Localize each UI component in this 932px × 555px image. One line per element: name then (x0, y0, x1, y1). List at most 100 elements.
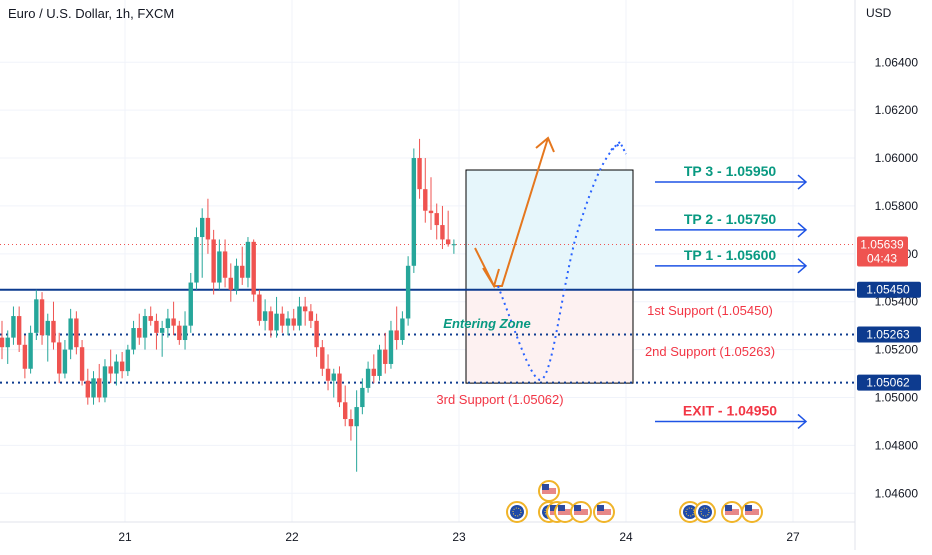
level-price-tag (857, 326, 921, 343)
candle-body[interactable] (411, 158, 417, 266)
candle-body[interactable] (405, 265, 411, 319)
candle-body[interactable] (125, 349, 131, 372)
candle-body[interactable] (354, 407, 359, 427)
support-label: 3rd Support (1.05062) (436, 392, 563, 407)
candle-body[interactable] (108, 366, 113, 374)
candle-body[interactable] (45, 320, 50, 336)
candle-body[interactable] (114, 361, 119, 374)
take-profit-label: TP 3 - 1.05950 (684, 163, 777, 179)
us-flag-canton (542, 484, 549, 490)
candle-body[interactable] (245, 241, 251, 278)
candle-body[interactable] (165, 318, 171, 329)
candle-body[interactable] (0, 337, 5, 348)
eu-flag-icon (683, 505, 697, 519)
candle-body[interactable] (131, 328, 136, 350)
candle-body[interactable] (137, 328, 142, 338)
candle-body[interactable] (434, 213, 439, 226)
candle-body[interactable] (348, 419, 354, 427)
candle-body[interactable] (240, 265, 245, 278)
us-flag-canton (725, 505, 732, 511)
candle-body[interactable] (262, 311, 268, 321)
candle-body[interactable] (428, 210, 434, 214)
candle-body[interactable] (365, 368, 371, 388)
candle-body[interactable] (440, 225, 445, 240)
target-arrow-head (797, 413, 808, 430)
candle-body[interactable] (343, 402, 348, 420)
candle-body[interactable] (394, 330, 399, 341)
entry-zone-box[interactable] (465, 289, 634, 384)
candle-body[interactable] (297, 306, 302, 326)
candle-body[interactable] (85, 380, 90, 398)
candle-body[interactable] (331, 373, 336, 381)
candle-body[interactable] (291, 318, 296, 326)
candle-body[interactable] (222, 251, 228, 278)
candle-body[interactable] (280, 313, 285, 326)
candle-body[interactable] (97, 378, 102, 398)
candle-body[interactable] (68, 318, 73, 350)
candle-body[interactable] (200, 217, 205, 238)
candle-body[interactable] (177, 325, 182, 341)
us-flag-canton (597, 505, 604, 511)
candle-body[interactable] (211, 239, 216, 283)
candle-body[interactable] (400, 318, 405, 341)
candle-body[interactable] (268, 311, 274, 331)
candle-body[interactable] (325, 368, 331, 381)
candle-body[interactable] (159, 328, 165, 333)
us-flag-stripe (597, 511, 611, 513)
candle-body[interactable] (62, 349, 68, 374)
candle-body[interactable] (74, 318, 79, 348)
candle-body[interactable] (320, 347, 325, 369)
candle-body[interactable] (5, 337, 10, 348)
candle-body[interactable] (257, 294, 262, 321)
candle-body[interactable] (314, 320, 319, 348)
current-price-text: 1.05639 (860, 237, 904, 251)
candle-body[interactable] (171, 318, 176, 326)
eu-flag-icon (510, 505, 524, 519)
candle-body[interactable] (154, 320, 159, 333)
candle-body[interactable] (39, 299, 45, 336)
exit-label: EXIT - 1.04950 (683, 402, 777, 418)
candle-body[interactable] (228, 277, 233, 290)
candle-body[interactable] (11, 316, 16, 338)
candle-body[interactable] (377, 349, 382, 376)
y-tick-label: 1.04800 (875, 438, 919, 452)
candle-body[interactable] (205, 217, 211, 240)
candle-body[interactable] (285, 318, 291, 326)
level-price-tag-text: 1.05263 (866, 328, 910, 342)
candle-body[interactable] (79, 347, 85, 381)
candle-body[interactable] (251, 241, 256, 295)
candle-body[interactable] (102, 366, 108, 398)
candle-body[interactable] (234, 265, 239, 290)
candle-body[interactable] (188, 282, 193, 326)
us-flag-stripe (542, 492, 556, 494)
candle-body[interactable] (337, 373, 342, 403)
us-flag-canton (558, 505, 565, 511)
candle-body[interactable] (417, 158, 422, 190)
candle-body[interactable] (274, 313, 279, 331)
candle-body[interactable] (383, 349, 388, 364)
candle-body[interactable] (388, 330, 394, 364)
candle-body[interactable] (51, 320, 56, 343)
candle-body[interactable] (119, 361, 125, 372)
candle-body[interactable] (91, 378, 96, 398)
candle-body[interactable] (142, 316, 148, 338)
candle-body[interactable] (217, 251, 222, 283)
candle-body[interactable] (451, 244, 457, 246)
candle-body[interactable] (57, 342, 62, 374)
candle-body[interactable] (360, 387, 365, 408)
candle-body[interactable] (34, 299, 39, 333)
candle-body[interactable] (16, 316, 22, 345)
candle-body[interactable] (28, 332, 33, 369)
candle-body[interactable] (148, 316, 153, 321)
candle-body[interactable] (302, 306, 308, 312)
candle-body[interactable] (371, 368, 376, 376)
candle-body[interactable] (22, 344, 28, 369)
candle-body[interactable] (182, 325, 188, 341)
candle-body[interactable] (445, 239, 451, 245)
candle-body[interactable] (308, 311, 314, 321)
target-zone-box[interactable] (465, 169, 634, 291)
candle-body[interactable] (194, 237, 199, 283)
candle-body[interactable] (423, 189, 428, 211)
